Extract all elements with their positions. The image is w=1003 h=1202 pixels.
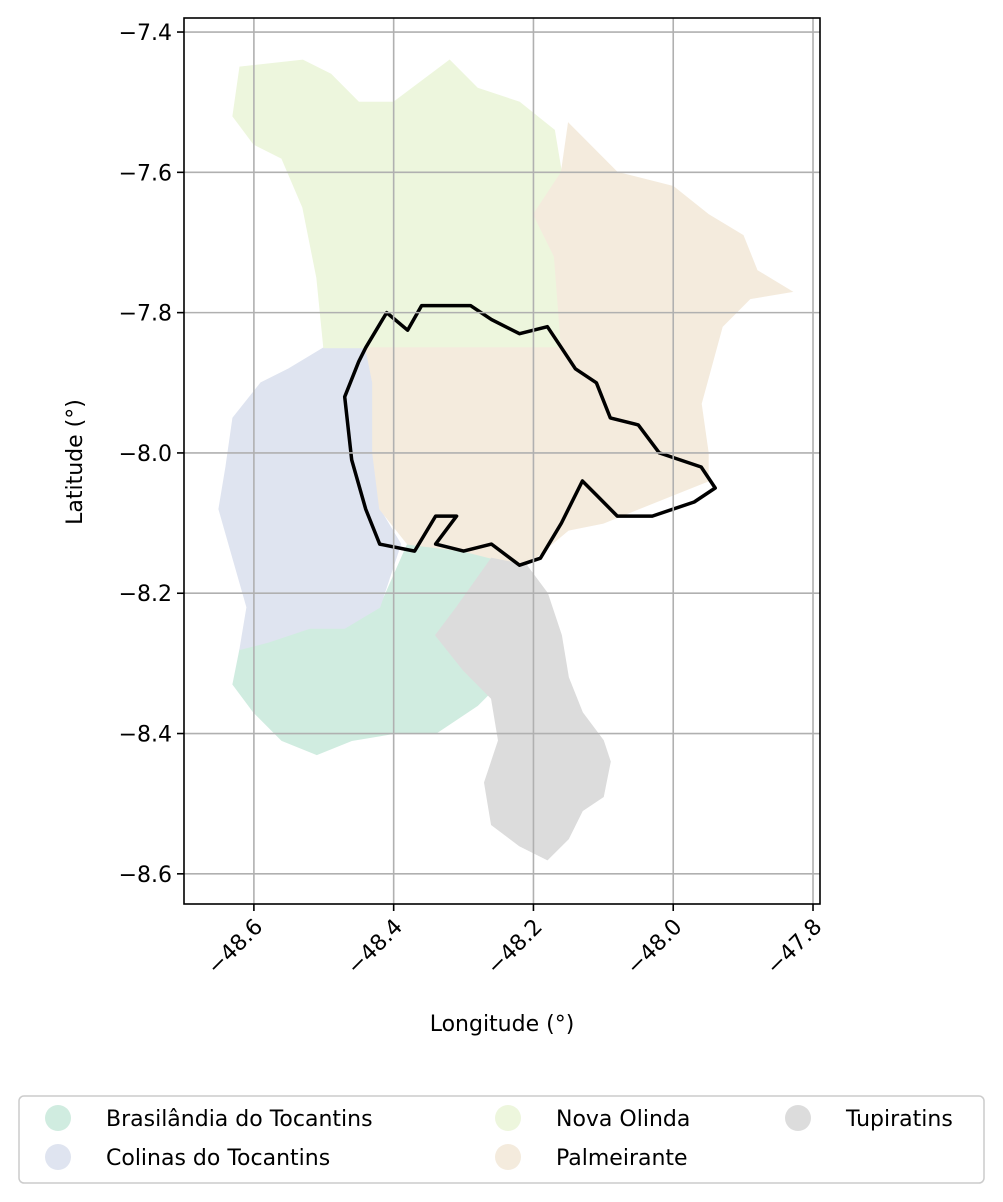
legend-label-tupiratins: Tupiratins bbox=[845, 1107, 953, 1132]
y-tick-label: −8.2 bbox=[119, 582, 172, 607]
region-palmeirante bbox=[365, 122, 794, 566]
legend-marker-colinas-do-tocantins bbox=[45, 1144, 71, 1170]
y-tick-label: −7.4 bbox=[119, 21, 172, 46]
legend: Brasilândia do Tocantins Nova Olinda Tupir… bbox=[18, 1095, 985, 1184]
plot-frame bbox=[183, 17, 821, 905]
highlight-layer bbox=[342, 303, 717, 567]
y-tick-label: −7.6 bbox=[119, 161, 172, 186]
legend-label-palmeirante: Palmeirante bbox=[556, 1146, 688, 1171]
y-axis-label: Latitude (°) bbox=[63, 399, 88, 525]
legend-marker-brasilandia-do-tocantins bbox=[45, 1105, 71, 1131]
grid-layer bbox=[184, 18, 820, 904]
y-tick-label: −8.6 bbox=[119, 863, 172, 888]
legend-frame bbox=[18, 1095, 985, 1184]
region-tupiratins bbox=[434, 557, 611, 861]
legend-label-colinas-do-tocantins: Colinas do Tocantins bbox=[106, 1146, 330, 1171]
legend-label-brasilandia-do-tocantins: Brasilândia do Tocantins bbox=[106, 1107, 373, 1132]
y-tick-label: −7.8 bbox=[119, 302, 172, 327]
legend-marker-nova-olinda bbox=[495, 1105, 521, 1131]
legend-marker-tupiratins bbox=[785, 1105, 811, 1131]
y-tick-label: −8.0 bbox=[119, 442, 172, 467]
legend-marker-palmeirante bbox=[495, 1144, 521, 1170]
x-axis-label: Longitude (°) bbox=[430, 1012, 575, 1037]
y-tick-label: −8.4 bbox=[119, 723, 172, 748]
regions-layer bbox=[218, 59, 794, 861]
legend-label-nova-olinda: Nova Olinda bbox=[556, 1107, 690, 1132]
highlighted-boundary bbox=[342, 303, 717, 567]
